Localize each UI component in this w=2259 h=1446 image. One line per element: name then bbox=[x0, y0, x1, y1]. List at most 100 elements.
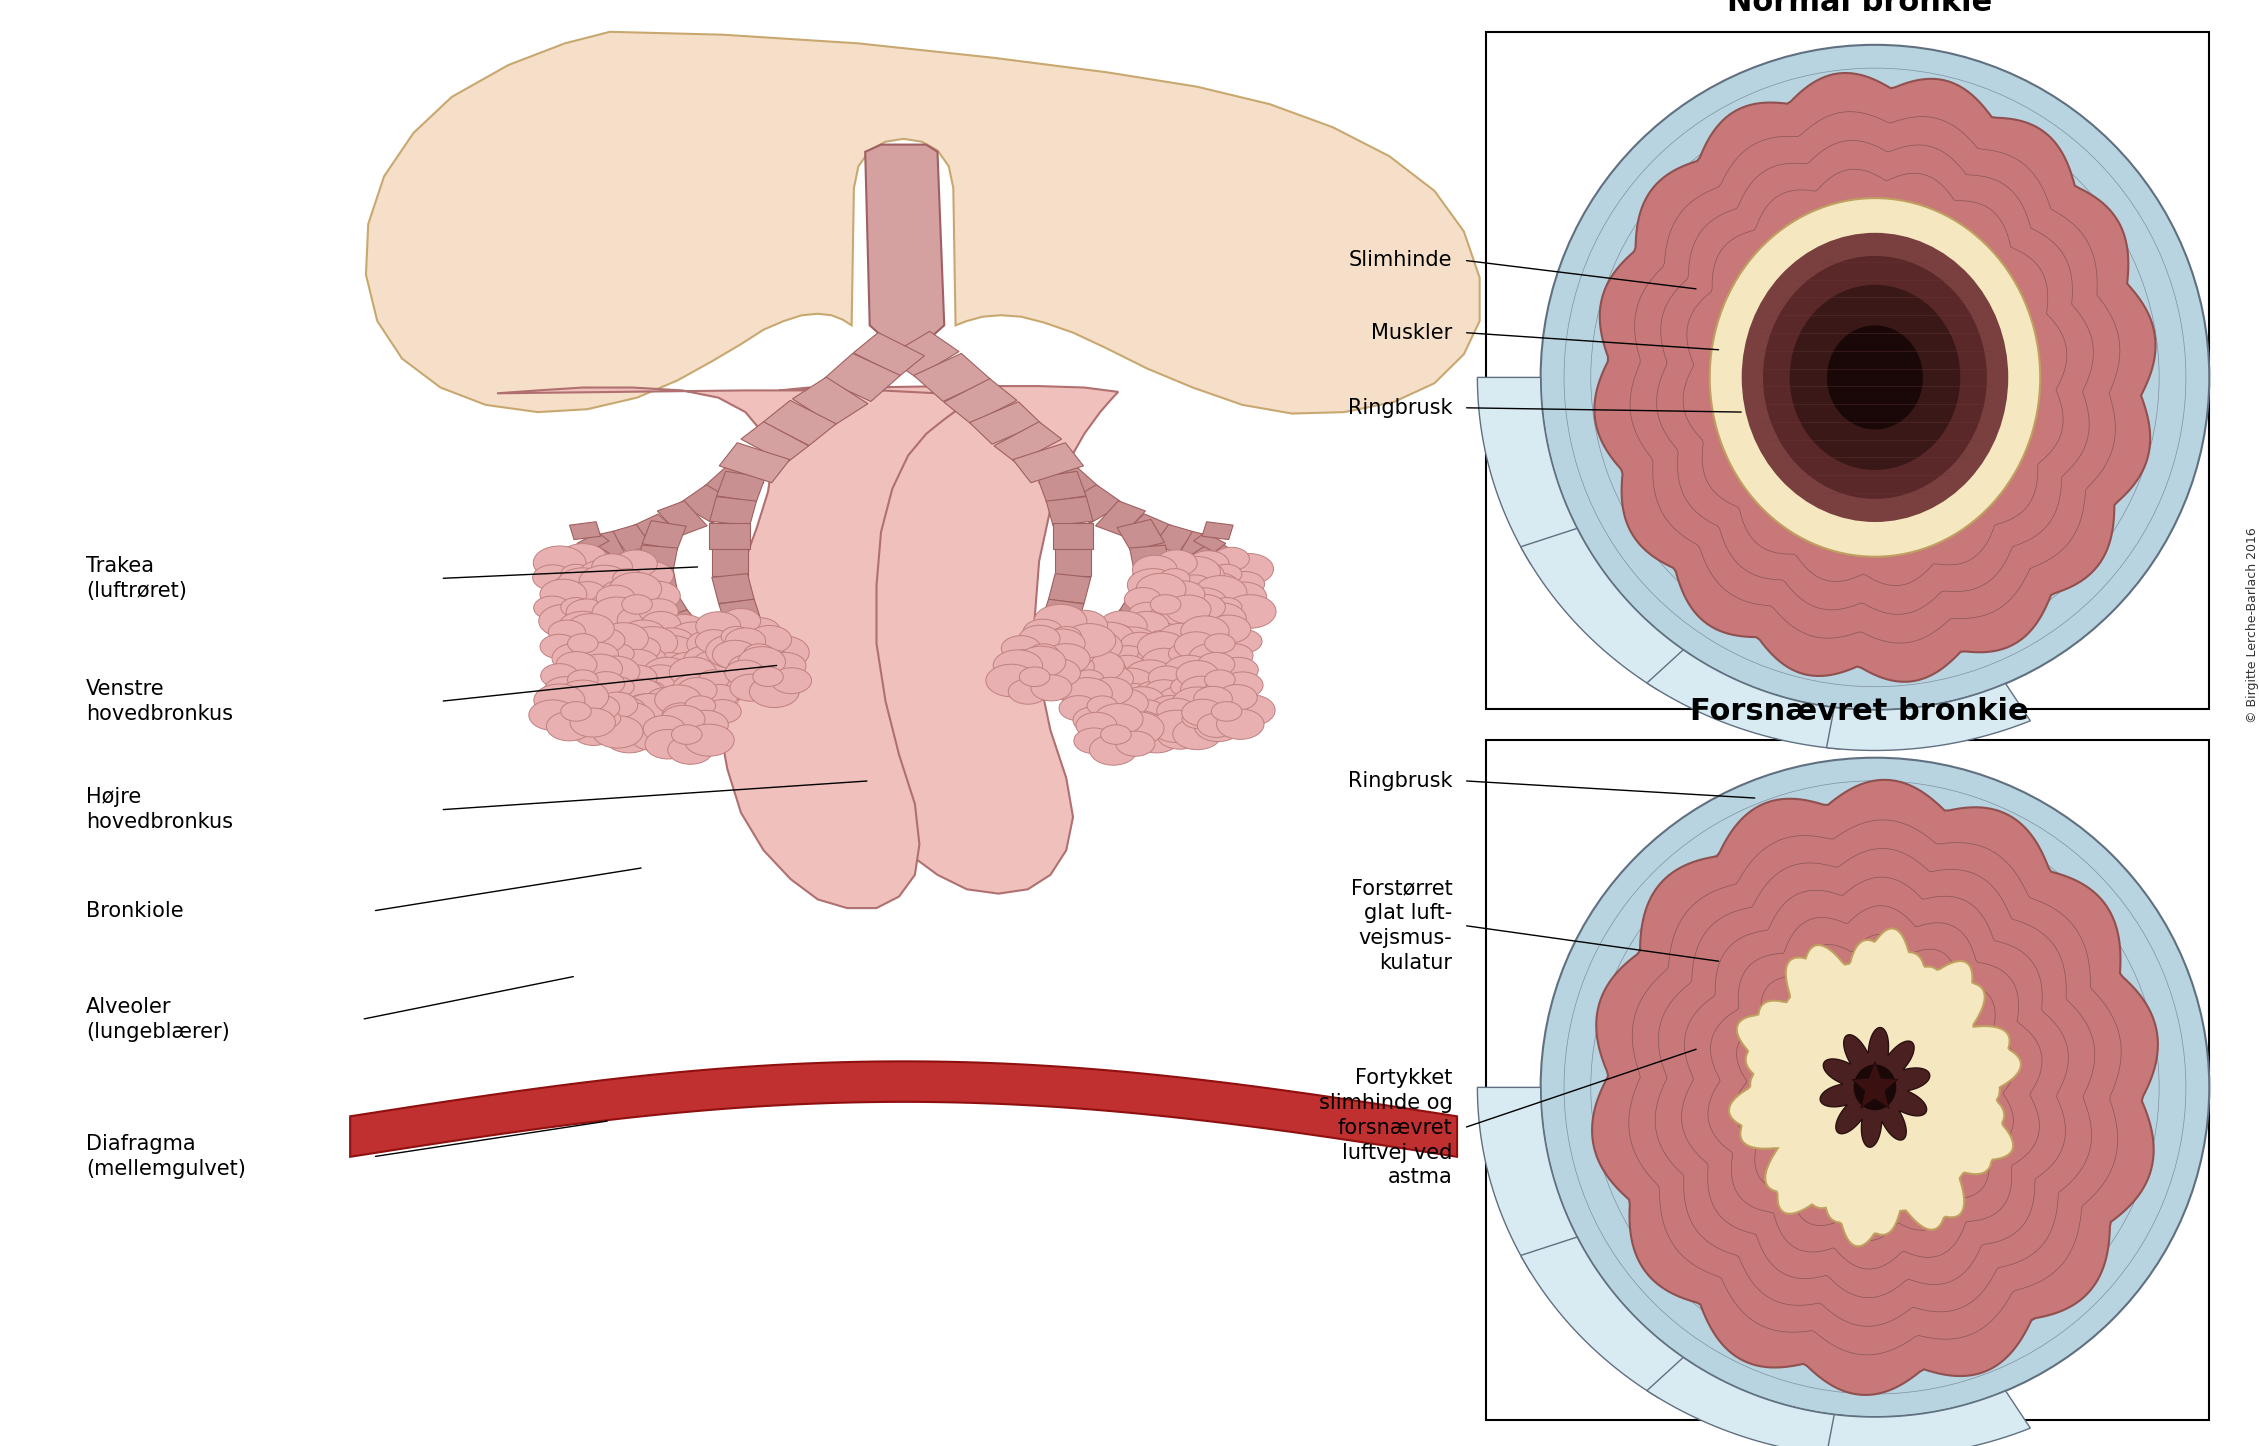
Circle shape bbox=[1082, 655, 1127, 684]
Circle shape bbox=[655, 685, 700, 714]
Circle shape bbox=[1019, 667, 1050, 687]
Bar bbox=[1486, 740, 2209, 1420]
Circle shape bbox=[576, 668, 617, 694]
Circle shape bbox=[1150, 683, 1197, 713]
Ellipse shape bbox=[1789, 285, 1961, 470]
Circle shape bbox=[748, 626, 791, 654]
Circle shape bbox=[1039, 629, 1084, 658]
Circle shape bbox=[1069, 633, 1114, 662]
Circle shape bbox=[592, 597, 642, 629]
Circle shape bbox=[1059, 610, 1107, 641]
Circle shape bbox=[1116, 732, 1154, 756]
Text: Ringbrusk: Ringbrusk bbox=[1349, 398, 1453, 418]
Circle shape bbox=[1157, 698, 1197, 723]
Polygon shape bbox=[1055, 549, 1091, 576]
Circle shape bbox=[705, 700, 741, 723]
Circle shape bbox=[1028, 656, 1066, 681]
Circle shape bbox=[596, 586, 635, 610]
Circle shape bbox=[574, 554, 626, 587]
Circle shape bbox=[1089, 735, 1136, 765]
Circle shape bbox=[1215, 643, 1254, 667]
Circle shape bbox=[1186, 633, 1222, 656]
Polygon shape bbox=[1821, 1028, 1929, 1147]
Circle shape bbox=[1181, 580, 1213, 600]
Circle shape bbox=[605, 722, 653, 753]
Circle shape bbox=[642, 612, 680, 636]
Circle shape bbox=[540, 580, 587, 609]
Circle shape bbox=[664, 691, 712, 722]
Circle shape bbox=[1082, 680, 1134, 713]
Circle shape bbox=[642, 675, 680, 700]
Circle shape bbox=[705, 635, 759, 668]
Circle shape bbox=[1152, 610, 1195, 639]
Circle shape bbox=[560, 597, 592, 617]
Circle shape bbox=[1150, 594, 1181, 615]
Text: Højre
hovedbronkus: Højre hovedbronkus bbox=[86, 788, 233, 831]
Polygon shape bbox=[705, 466, 764, 503]
Text: Forstørret
glat luft-
vejsmus-
kulatur: Forstørret glat luft- vejsmus- kulatur bbox=[1351, 878, 1453, 973]
Polygon shape bbox=[1179, 532, 1211, 557]
Circle shape bbox=[549, 620, 585, 643]
Polygon shape bbox=[750, 645, 795, 674]
Circle shape bbox=[635, 648, 666, 668]
Polygon shape bbox=[612, 525, 651, 552]
Circle shape bbox=[1172, 557, 1220, 587]
Polygon shape bbox=[1039, 599, 1084, 632]
Circle shape bbox=[1073, 648, 1116, 675]
Circle shape bbox=[662, 706, 705, 733]
Polygon shape bbox=[865, 145, 944, 347]
Polygon shape bbox=[680, 484, 739, 523]
Polygon shape bbox=[560, 554, 599, 574]
Circle shape bbox=[603, 567, 646, 594]
Polygon shape bbox=[712, 574, 755, 603]
Circle shape bbox=[1118, 706, 1150, 726]
Circle shape bbox=[1107, 678, 1159, 711]
Circle shape bbox=[1028, 643, 1059, 664]
Circle shape bbox=[1050, 654, 1098, 684]
Polygon shape bbox=[1048, 574, 1091, 603]
Circle shape bbox=[1141, 630, 1186, 659]
Circle shape bbox=[1179, 560, 1224, 590]
Polygon shape bbox=[1647, 649, 1846, 749]
Circle shape bbox=[626, 578, 662, 602]
Circle shape bbox=[1211, 597, 1242, 617]
Polygon shape bbox=[886, 331, 960, 377]
Polygon shape bbox=[350, 1061, 1457, 1157]
Circle shape bbox=[1100, 724, 1132, 745]
Circle shape bbox=[1030, 675, 1071, 701]
Circle shape bbox=[1017, 646, 1066, 678]
Circle shape bbox=[1059, 696, 1098, 720]
Polygon shape bbox=[1154, 525, 1193, 552]
Circle shape bbox=[619, 678, 662, 706]
Circle shape bbox=[594, 655, 635, 683]
Circle shape bbox=[1222, 581, 1267, 612]
Circle shape bbox=[1102, 639, 1148, 668]
Circle shape bbox=[558, 612, 608, 643]
Circle shape bbox=[578, 642, 619, 668]
Polygon shape bbox=[994, 422, 1062, 463]
Circle shape bbox=[1046, 668, 1084, 693]
Circle shape bbox=[605, 697, 646, 724]
Circle shape bbox=[1188, 617, 1238, 649]
Circle shape bbox=[1163, 581, 1204, 607]
Circle shape bbox=[1139, 632, 1186, 662]
Circle shape bbox=[549, 577, 587, 602]
Circle shape bbox=[1136, 648, 1168, 668]
Circle shape bbox=[1136, 698, 1179, 727]
Polygon shape bbox=[779, 386, 1118, 894]
Circle shape bbox=[1166, 594, 1211, 623]
Circle shape bbox=[560, 564, 592, 584]
Circle shape bbox=[1059, 681, 1096, 706]
Circle shape bbox=[648, 652, 691, 681]
Circle shape bbox=[567, 568, 619, 602]
Circle shape bbox=[757, 636, 809, 669]
Polygon shape bbox=[716, 471, 766, 502]
Circle shape bbox=[1073, 727, 1114, 753]
Circle shape bbox=[764, 652, 806, 680]
Circle shape bbox=[1172, 687, 1222, 720]
Circle shape bbox=[648, 639, 696, 669]
Polygon shape bbox=[614, 606, 655, 633]
Circle shape bbox=[1116, 711, 1166, 742]
Circle shape bbox=[1087, 623, 1139, 656]
Circle shape bbox=[560, 701, 592, 722]
